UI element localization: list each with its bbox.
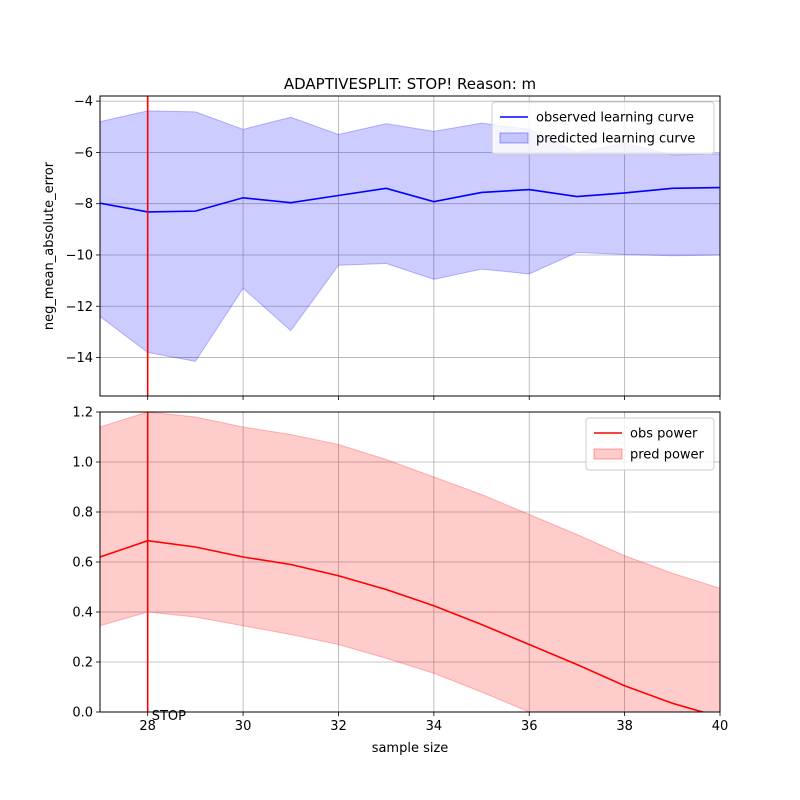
y-tick-label: 0.0 [72, 706, 93, 721]
y-axis-label: neg_mean_absolute_error [42, 161, 57, 330]
legend: obs power pred power [585, 417, 715, 471]
y-tick-label: 0.4 [72, 606, 93, 621]
chart-title: ADAPTIVESPLIT: STOP! Reason: m [284, 75, 536, 93]
y-tick-label: −14 [66, 351, 93, 366]
series-band-predicted-learning-curve [100, 110, 720, 362]
power-panel: 28 30 32 34 36 38 40 0.0 0.2 0.4 0.6 0.8 1.0 1.2 samp… [72, 406, 729, 757]
series-band-pred-power [100, 412, 720, 712]
grid [100, 96, 721, 396]
y-tick-label: 1.0 [72, 456, 93, 471]
y-tick-label: 0.8 [72, 506, 93, 521]
legend-swatch [499, 132, 529, 144]
stop-annotation: STOP [152, 709, 186, 724]
legend-swatch [593, 448, 623, 460]
y-tick-label: 0.6 [72, 556, 93, 571]
y-tick-label: −10 [66, 248, 93, 263]
legend: observed learning curve predicted learnin… [491, 101, 715, 155]
x-axis-label: sample size [372, 741, 449, 756]
learning-curve-panel: −14−12−10−8−6−4 neg_mean_absolute_error … [42, 95, 721, 400]
legend-entry: predicted learning curve [536, 132, 695, 147]
y-tick-label: −6 [74, 146, 93, 161]
legend-entry: obs power [630, 427, 698, 442]
legend-box [491, 101, 715, 155]
legend-entry: pred power [630, 448, 705, 463]
x-tick-label: 28 [139, 719, 156, 734]
x-tick-label: 34 [426, 719, 443, 734]
series-line-observed-learning-curve [100, 186, 720, 213]
x-tick-label: 30 [235, 719, 252, 734]
y-tick-label: −8 [74, 197, 93, 212]
y-tick-label: −4 [74, 95, 93, 110]
y-tick-label: 0.2 [72, 656, 93, 671]
legend-box [585, 417, 715, 471]
series-line-obs-power [100, 539, 706, 712]
y-tick-label: 1.2 [72, 406, 93, 421]
x-tick-label: 36 [521, 719, 538, 734]
legend-entry: observed learning curve [536, 111, 694, 126]
x-tick-label: 38 [616, 719, 633, 734]
x-tick-label: 32 [330, 719, 347, 734]
x-tick-label: 40 [712, 719, 729, 734]
y-tick-label: −12 [66, 300, 93, 315]
